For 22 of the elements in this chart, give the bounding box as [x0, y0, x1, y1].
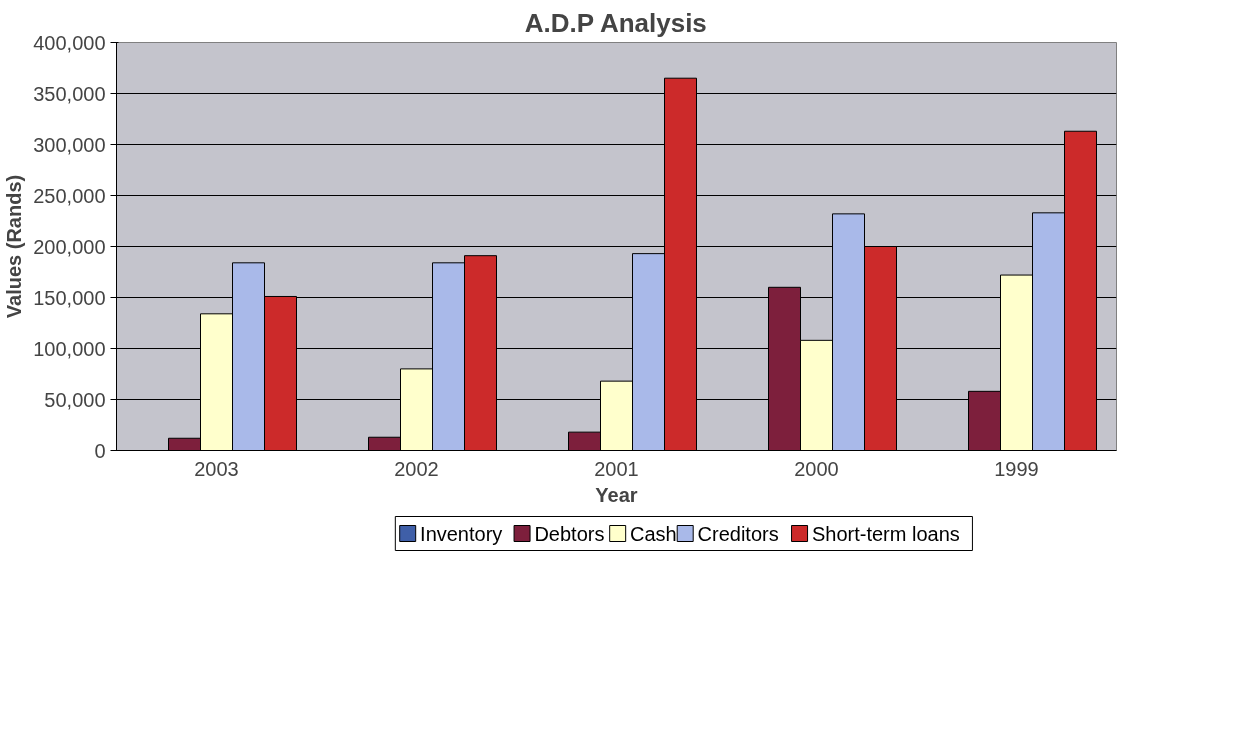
y-tick-label: 200,000 — [33, 235, 106, 258]
y-tick-label: 250,000 — [33, 184, 106, 207]
y-tick-label: 350,000 — [33, 82, 106, 105]
y-tick-label: 50,000 — [44, 388, 106, 411]
y-tick-label: 100,000 — [33, 337, 106, 360]
legend-label: Cash — [630, 522, 677, 545]
chart-title: A.D.P Analysis — [524, 7, 707, 38]
x-tick-label: 2002 — [394, 457, 439, 480]
y-axis-title: Values (Rands) — [3, 174, 26, 319]
y-tick-label: 150,000 — [33, 286, 106, 309]
y-tick-label: 300,000 — [33, 133, 106, 156]
x-tick-label: 2000 — [794, 457, 839, 480]
x-tick-label: 2001 — [594, 457, 639, 480]
legend-label: Creditors — [697, 522, 779, 545]
legend-label: Short-term loans — [811, 522, 960, 545]
y-tick-label: 400,000 — [33, 31, 106, 54]
x-tick-label: 1999 — [994, 457, 1039, 480]
legend-label: Inventory — [420, 522, 503, 545]
legend-label: Debtors — [534, 522, 605, 545]
y-tick-label: 0 — [94, 439, 106, 462]
x-tick-label: 2003 — [194, 457, 239, 480]
x-axis-title: Year — [595, 483, 638, 506]
